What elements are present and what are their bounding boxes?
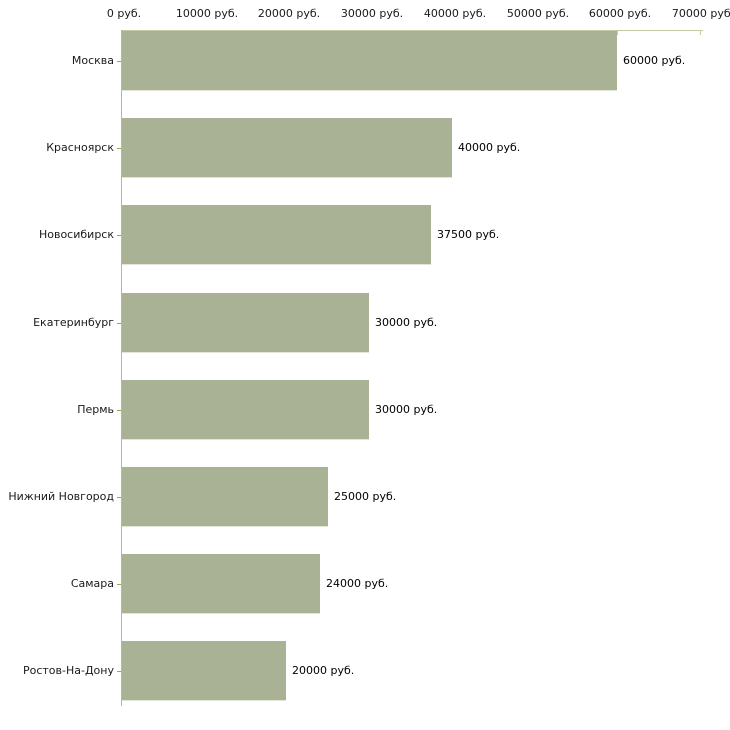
category-label: Ростов-На-Дону: [22, 664, 114, 677]
value-label: 25000 руб.: [334, 490, 397, 503]
category-label: Красноярск: [46, 141, 114, 154]
value-label: 30000 руб.: [375, 316, 438, 329]
value-label: 20000 руб.: [292, 664, 355, 677]
bar: [122, 118, 452, 178]
category-label: Екатеринбург: [33, 316, 114, 329]
category-tick: [117, 235, 121, 236]
category-label: Москва: [71, 54, 114, 67]
x-axis-tick-label: 40000 руб.: [423, 7, 487, 20]
category-tick: [117, 61, 121, 62]
category-tick: [117, 671, 121, 672]
bar: [122, 554, 320, 614]
x-axis-line: [121, 30, 703, 31]
x-axis-tick-label: 50000 руб.: [506, 7, 570, 20]
category-tick: [117, 148, 121, 149]
value-label: 40000 руб.: [458, 141, 521, 154]
bar: [122, 380, 369, 440]
category-label: Самара: [70, 577, 114, 590]
category-tick: [117, 497, 121, 498]
value-label: 37500 руб.: [437, 228, 500, 241]
y-axis-line: [121, 30, 122, 706]
bar: [122, 31, 617, 91]
category-tick: [117, 323, 121, 324]
x-axis-tick-label: 0 руб.: [106, 7, 142, 20]
bar: [122, 641, 286, 701]
value-label: 24000 руб.: [326, 577, 389, 590]
x-axis-tick-label: 30000 руб.: [340, 7, 404, 20]
x-axis-tick: [617, 30, 618, 35]
x-axis-tick: [700, 30, 701, 35]
x-axis-tick-label: 10000 руб.: [175, 7, 239, 20]
x-axis-tick-label: 60000 руб.: [588, 7, 652, 20]
value-label: 60000 руб.: [623, 54, 686, 67]
bar: [122, 293, 369, 353]
x-axis-tick-label: 20000 руб.: [257, 7, 321, 20]
category-tick: [117, 410, 121, 411]
category-label: Нижний Новгород: [8, 490, 114, 503]
bar: [122, 205, 431, 265]
category-label: Новосибирск: [38, 228, 114, 241]
x-axis-tick-label: 70000 руб.: [671, 7, 730, 20]
category-label: Пермь: [77, 403, 114, 416]
value-label: 30000 руб.: [375, 403, 438, 416]
category-tick: [117, 584, 121, 585]
bar: [122, 467, 328, 527]
